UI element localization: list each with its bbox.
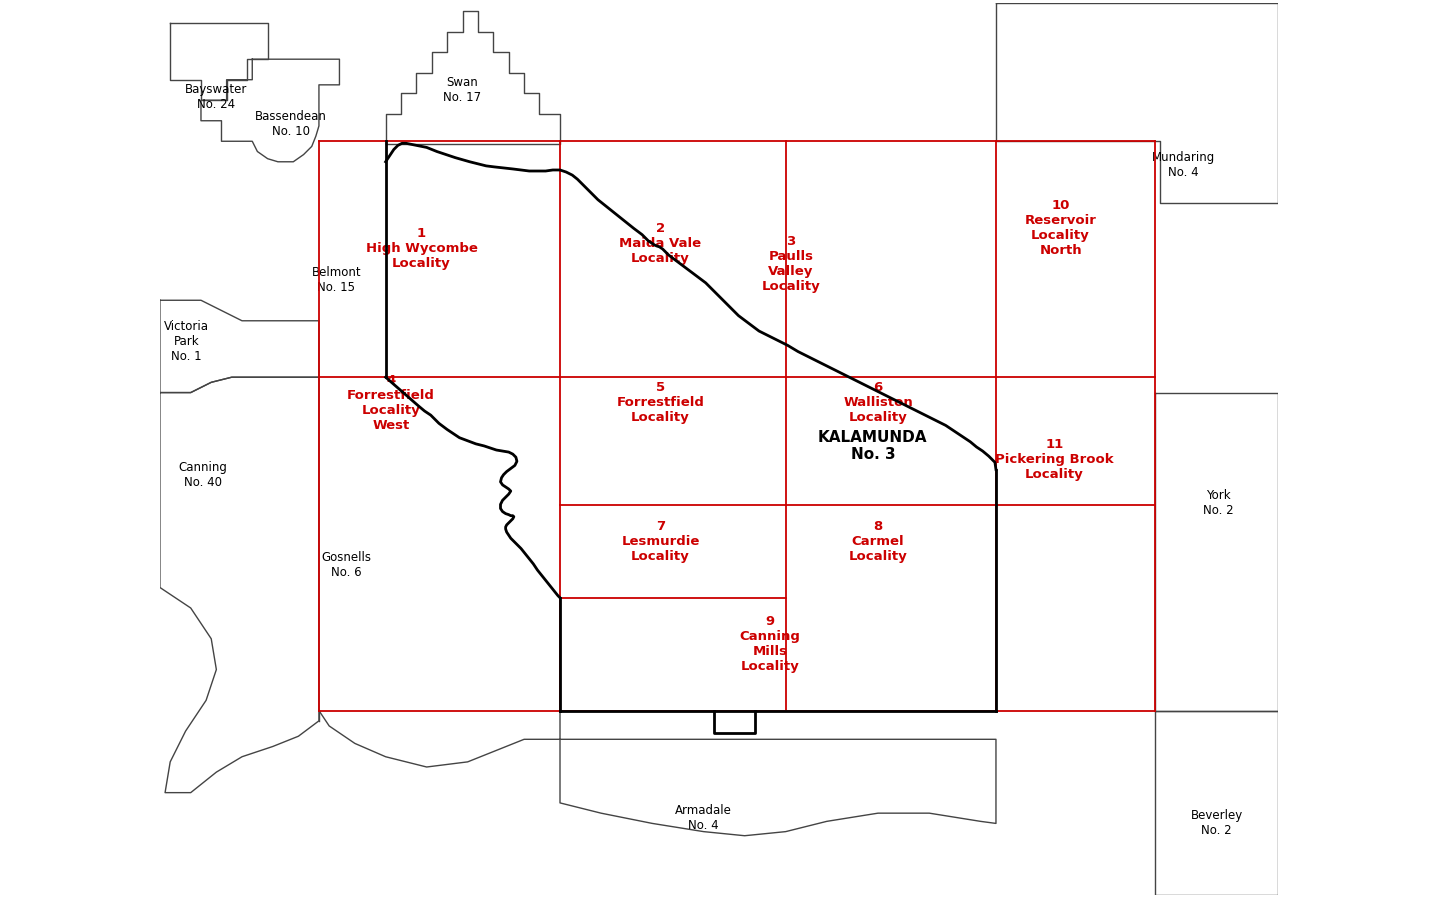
Text: Bassendean
No. 10: Bassendean No. 10 bbox=[256, 110, 328, 137]
Polygon shape bbox=[559, 739, 997, 836]
Text: 9
Canning
Mills
Locality: 9 Canning Mills Locality bbox=[741, 615, 801, 673]
Text: Mundaring
No. 4: Mundaring No. 4 bbox=[1152, 151, 1215, 179]
Text: Belmont
No. 15: Belmont No. 15 bbox=[312, 266, 361, 294]
Text: Canning
No. 40: Canning No. 40 bbox=[178, 461, 227, 489]
Text: 7
Lesmurdie
Locality: 7 Lesmurdie Locality bbox=[621, 520, 700, 563]
Text: 5
Forrestfield
Locality: 5 Forrestfield Locality bbox=[617, 382, 705, 425]
Polygon shape bbox=[997, 3, 1278, 203]
Text: 8
Carmel
Locality: 8 Carmel Locality bbox=[848, 520, 907, 563]
Text: Victoria
Park
No. 1: Victoria Park No. 1 bbox=[164, 320, 209, 363]
Text: 2
Maida Vale
Locality: 2 Maida Vale Locality bbox=[620, 223, 702, 265]
Text: York
No. 2: York No. 2 bbox=[1204, 489, 1234, 517]
Polygon shape bbox=[1155, 392, 1278, 710]
Text: Armadale
No. 4: Armadale No. 4 bbox=[676, 805, 732, 832]
Text: 10
Reservoir
Locality
North: 10 Reservoir Locality North bbox=[1025, 199, 1097, 258]
Text: Swan
No. 17: Swan No. 17 bbox=[443, 76, 482, 104]
Text: 4
Forrestfield
Locality
West: 4 Forrestfield Locality West bbox=[347, 374, 434, 432]
Text: Beverley
No. 2: Beverley No. 2 bbox=[1191, 809, 1242, 838]
Text: KALAMUNDA
No. 3: KALAMUNDA No. 3 bbox=[818, 430, 928, 462]
Text: Bayswater
No. 24: Bayswater No. 24 bbox=[186, 84, 247, 111]
Text: 1
High Wycombe
Locality: 1 High Wycombe Locality bbox=[365, 227, 477, 270]
Text: 11
Pickering Brook
Locality: 11 Pickering Brook Locality bbox=[995, 437, 1114, 480]
Polygon shape bbox=[1155, 710, 1278, 895]
Text: Gosnells
No. 6: Gosnells No. 6 bbox=[322, 550, 371, 579]
Text: 6
Walliston
Locality: 6 Walliston Locality bbox=[843, 382, 913, 425]
Text: 3
Paulls
Valley
Locality: 3 Paulls Valley Locality bbox=[762, 235, 820, 294]
